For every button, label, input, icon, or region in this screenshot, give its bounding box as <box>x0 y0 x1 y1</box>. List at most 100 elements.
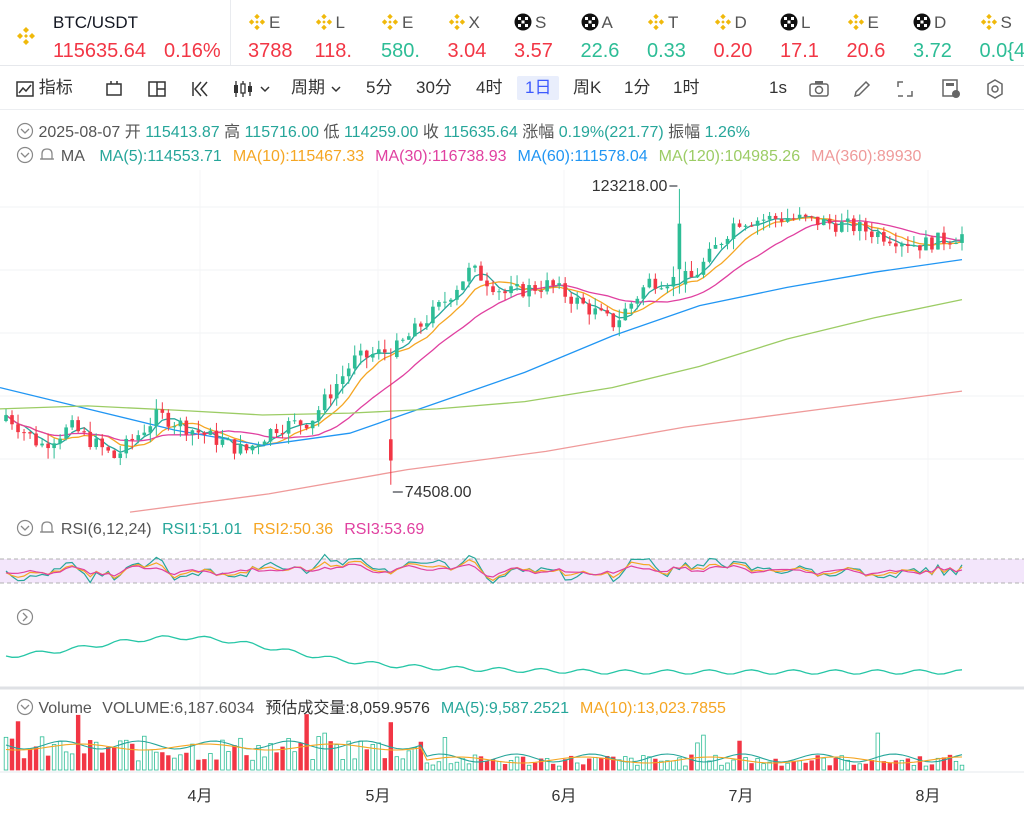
candle-body[interactable] <box>70 420 74 428</box>
candle-body[interactable] <box>64 427 68 439</box>
candle-body[interactable] <box>437 302 441 307</box>
candle-body[interactable] <box>521 284 525 297</box>
candle-body[interactable] <box>443 301 447 303</box>
candle-body[interactable] <box>629 303 634 309</box>
candle-body[interactable] <box>827 218 832 224</box>
candle-body[interactable] <box>202 432 207 435</box>
ticker-main[interactable]: BTC/USDT 115635.64 0.16% <box>0 0 231 65</box>
candle-body[interactable] <box>587 303 592 315</box>
candle-body[interactable] <box>942 232 946 244</box>
candle-body[interactable] <box>172 426 177 428</box>
candle-body[interactable] <box>389 439 393 461</box>
candle-body[interactable] <box>659 288 664 290</box>
candle-body[interactable] <box>148 426 153 433</box>
candle-body[interactable] <box>28 432 32 434</box>
collapse-icon[interactable] <box>16 698 34 716</box>
candle-body[interactable] <box>196 430 201 433</box>
candle-body[interactable] <box>184 420 189 435</box>
candle-body[interactable] <box>569 296 573 304</box>
candle-body[interactable] <box>292 420 297 422</box>
candle-body[interactable] <box>395 340 399 357</box>
candle-body[interactable] <box>40 443 44 446</box>
draw-button[interactable] <box>852 76 872 100</box>
candle-body[interactable] <box>713 245 718 249</box>
candle-body[interactable] <box>208 430 213 435</box>
candle-body[interactable] <box>262 441 267 445</box>
candle-body[interactable] <box>593 308 598 315</box>
candle-body[interactable] <box>298 420 303 425</box>
candle-body[interactable] <box>545 280 549 292</box>
candle-body[interactable] <box>683 270 688 285</box>
chevron-right-icon[interactable] <box>16 608 34 626</box>
candle-body[interactable] <box>527 285 531 297</box>
candle-body[interactable] <box>725 238 730 244</box>
candle-body[interactable] <box>334 383 339 399</box>
ticker-item[interactable]: L 17.1 <box>780 0 847 65</box>
candle-body[interactable] <box>352 355 357 369</box>
candle-body[interactable] <box>803 214 808 217</box>
fullscreen-button[interactable] <box>895 76 915 100</box>
candle-body[interactable] <box>906 244 910 247</box>
candle-body[interactable] <box>503 291 507 294</box>
candle-body[interactable] <box>232 439 237 454</box>
candle-body[interactable] <box>671 276 676 287</box>
candle-body[interactable] <box>641 287 646 299</box>
candle-body[interactable] <box>4 415 8 422</box>
candle-body[interactable] <box>22 432 26 434</box>
candle-body[interactable] <box>358 350 363 356</box>
candle-body[interactable] <box>142 432 147 436</box>
candle-body[interactable] <box>190 430 195 435</box>
candle-body[interactable] <box>226 439 231 441</box>
interval-0[interactable]: 5分 <box>366 78 393 97</box>
oscillator-toggle[interactable] <box>16 608 34 631</box>
candle-body[interactable] <box>370 354 375 358</box>
candle-body[interactable] <box>88 431 92 448</box>
candle-body[interactable] <box>106 447 111 451</box>
candle-body[interactable] <box>557 283 561 286</box>
candle-body[interactable] <box>551 280 555 286</box>
candle-body[interactable] <box>485 280 489 287</box>
candle-body[interactable] <box>815 216 820 226</box>
candle-body[interactable] <box>401 339 405 341</box>
candle-body[interactable] <box>900 244 904 247</box>
candle-body[interactable] <box>214 430 219 445</box>
candle-body[interactable] <box>382 349 387 353</box>
candle-body[interactable] <box>635 298 640 304</box>
candle-body[interactable] <box>870 231 874 238</box>
collapse-icon[interactable] <box>16 146 34 164</box>
candle-body[interactable] <box>100 438 105 448</box>
candle-body[interactable] <box>340 376 345 384</box>
candle-body[interactable] <box>821 218 826 226</box>
candle-body[interactable] <box>76 420 80 432</box>
candle-body[interactable] <box>960 234 964 243</box>
candle-body[interactable] <box>274 429 279 434</box>
candle-body[interactable] <box>461 281 465 290</box>
candle-body[interactable] <box>407 336 411 340</box>
candle-body[interactable] <box>755 220 760 226</box>
candle-style-button[interactable] <box>104 76 124 100</box>
candle-body[interactable] <box>888 241 892 244</box>
candle-body[interactable] <box>473 265 477 268</box>
candle-body[interactable] <box>533 285 537 291</box>
candle-body[interactable] <box>719 243 724 246</box>
candle-body[interactable] <box>677 223 682 270</box>
candle-body[interactable] <box>623 308 628 321</box>
chart-type-button[interactable] <box>232 76 271 100</box>
candle-body[interactable] <box>425 323 429 327</box>
candle-body[interactable] <box>419 323 423 327</box>
candle-body[interactable] <box>851 218 856 232</box>
candle-body[interactable] <box>455 289 459 300</box>
candle-body[interactable] <box>701 261 706 275</box>
candle-body[interactable] <box>954 242 958 244</box>
candle-body[interactable] <box>154 409 159 427</box>
candle-body[interactable] <box>605 310 610 314</box>
candle-body[interactable] <box>845 218 850 222</box>
candle-body[interactable] <box>431 306 435 324</box>
candle-body[interactable] <box>912 245 916 247</box>
candle-body[interactable] <box>52 443 56 449</box>
candle-body[interactable] <box>94 438 98 448</box>
calculator-button[interactable] <box>940 76 962 100</box>
settings-button[interactable] <box>985 76 1005 100</box>
candle-body[interactable] <box>749 225 754 227</box>
